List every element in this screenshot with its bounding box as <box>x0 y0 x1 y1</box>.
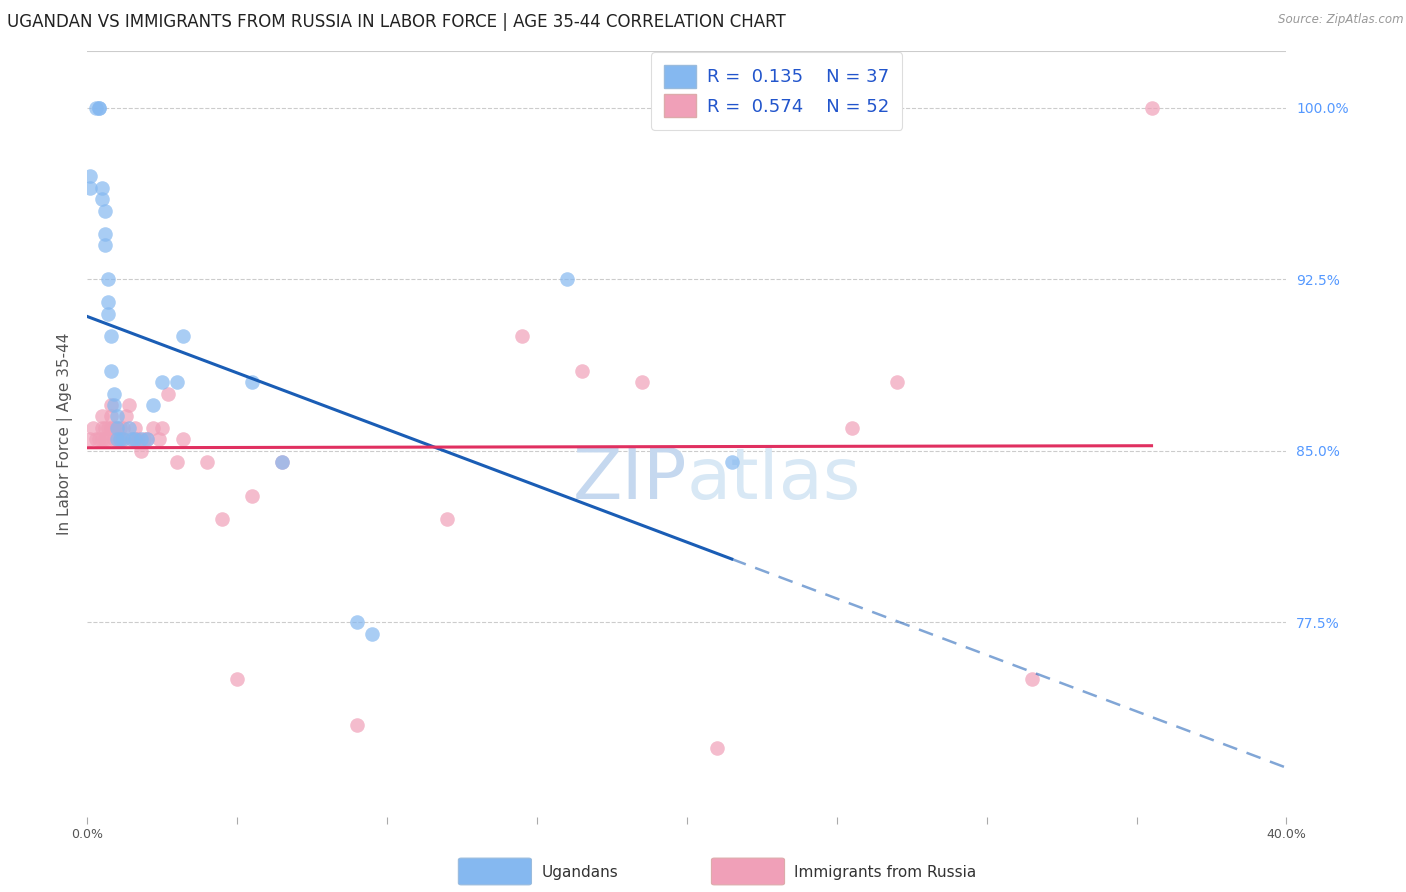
Point <box>271 455 294 469</box>
Point <box>195 455 218 469</box>
Point <box>510 329 533 343</box>
Text: ZIP: ZIP <box>572 445 686 514</box>
Point <box>84 433 107 447</box>
Point <box>100 364 122 378</box>
Point <box>124 433 146 447</box>
Point <box>630 375 652 389</box>
Point <box>112 421 135 435</box>
Text: Source: ZipAtlas.com: Source: ZipAtlas.com <box>1278 13 1403 27</box>
Point <box>82 421 104 435</box>
Point <box>571 364 593 378</box>
Point <box>886 375 908 389</box>
Y-axis label: In Labor Force | Age 35-44: In Labor Force | Age 35-44 <box>58 333 73 535</box>
Point <box>91 421 114 435</box>
Point <box>166 375 188 389</box>
Point <box>211 512 233 526</box>
Point <box>97 307 120 321</box>
Point <box>105 409 128 424</box>
Point <box>108 421 131 435</box>
Text: atlas: atlas <box>686 445 860 514</box>
Point <box>97 421 120 435</box>
Point <box>148 433 170 447</box>
Point <box>100 398 122 412</box>
Point <box>100 409 122 424</box>
Point <box>91 181 114 195</box>
Point <box>132 433 155 447</box>
Point <box>94 433 117 447</box>
Point <box>361 626 384 640</box>
Point <box>87 433 110 447</box>
Point <box>118 421 141 435</box>
Point <box>91 192 114 206</box>
Point <box>136 433 159 447</box>
Point <box>79 169 101 184</box>
Point <box>105 433 128 447</box>
Point <box>79 181 101 195</box>
Point <box>166 455 188 469</box>
Point <box>103 386 125 401</box>
Point <box>94 421 117 435</box>
Point <box>841 421 863 435</box>
Point <box>105 421 128 435</box>
Point <box>1140 101 1163 115</box>
Point <box>94 227 117 241</box>
Point <box>129 433 152 447</box>
Point <box>94 238 117 252</box>
Point <box>103 433 125 447</box>
Point <box>706 740 728 755</box>
Point <box>346 718 368 732</box>
Point <box>105 433 128 447</box>
Point <box>136 433 159 447</box>
Legend: R =  0.135    N = 37, R =  0.574    N = 52: R = 0.135 N = 37, R = 0.574 N = 52 <box>651 52 903 130</box>
Point <box>91 433 114 447</box>
Point <box>436 512 458 526</box>
Point <box>720 455 742 469</box>
Point <box>124 421 146 435</box>
Point <box>127 433 149 447</box>
Point <box>121 433 143 447</box>
Point <box>108 433 131 447</box>
Point <box>240 490 263 504</box>
Text: Ugandans: Ugandans <box>541 865 619 880</box>
Point <box>115 409 138 424</box>
Point <box>103 421 125 435</box>
Point <box>112 433 135 447</box>
Point <box>157 386 180 401</box>
Point <box>142 421 165 435</box>
Point <box>1021 673 1043 687</box>
Point <box>94 203 117 218</box>
Point <box>555 272 578 286</box>
Point <box>129 443 152 458</box>
Point <box>172 329 194 343</box>
Point <box>87 101 110 115</box>
Point <box>87 101 110 115</box>
Point <box>100 329 122 343</box>
Point <box>118 398 141 412</box>
Point <box>121 433 143 447</box>
Point <box>84 101 107 115</box>
Point <box>150 421 173 435</box>
Point <box>97 295 120 310</box>
Point <box>150 375 173 389</box>
Text: UGANDAN VS IMMIGRANTS FROM RUSSIA IN LABOR FORCE | AGE 35-44 CORRELATION CHART: UGANDAN VS IMMIGRANTS FROM RUSSIA IN LAB… <box>7 13 786 31</box>
Point <box>346 615 368 630</box>
Point <box>97 433 120 447</box>
Point <box>240 375 263 389</box>
Point <box>226 673 249 687</box>
Point <box>112 433 135 447</box>
Point <box>100 421 122 435</box>
Point <box>79 433 101 447</box>
Point <box>271 455 294 469</box>
Point <box>142 398 165 412</box>
Point <box>124 433 146 447</box>
Point <box>108 433 131 447</box>
Point <box>91 409 114 424</box>
Point <box>105 421 128 435</box>
Point <box>97 272 120 286</box>
Text: Immigrants from Russia: Immigrants from Russia <box>794 865 977 880</box>
Point <box>172 433 194 447</box>
Point <box>103 398 125 412</box>
